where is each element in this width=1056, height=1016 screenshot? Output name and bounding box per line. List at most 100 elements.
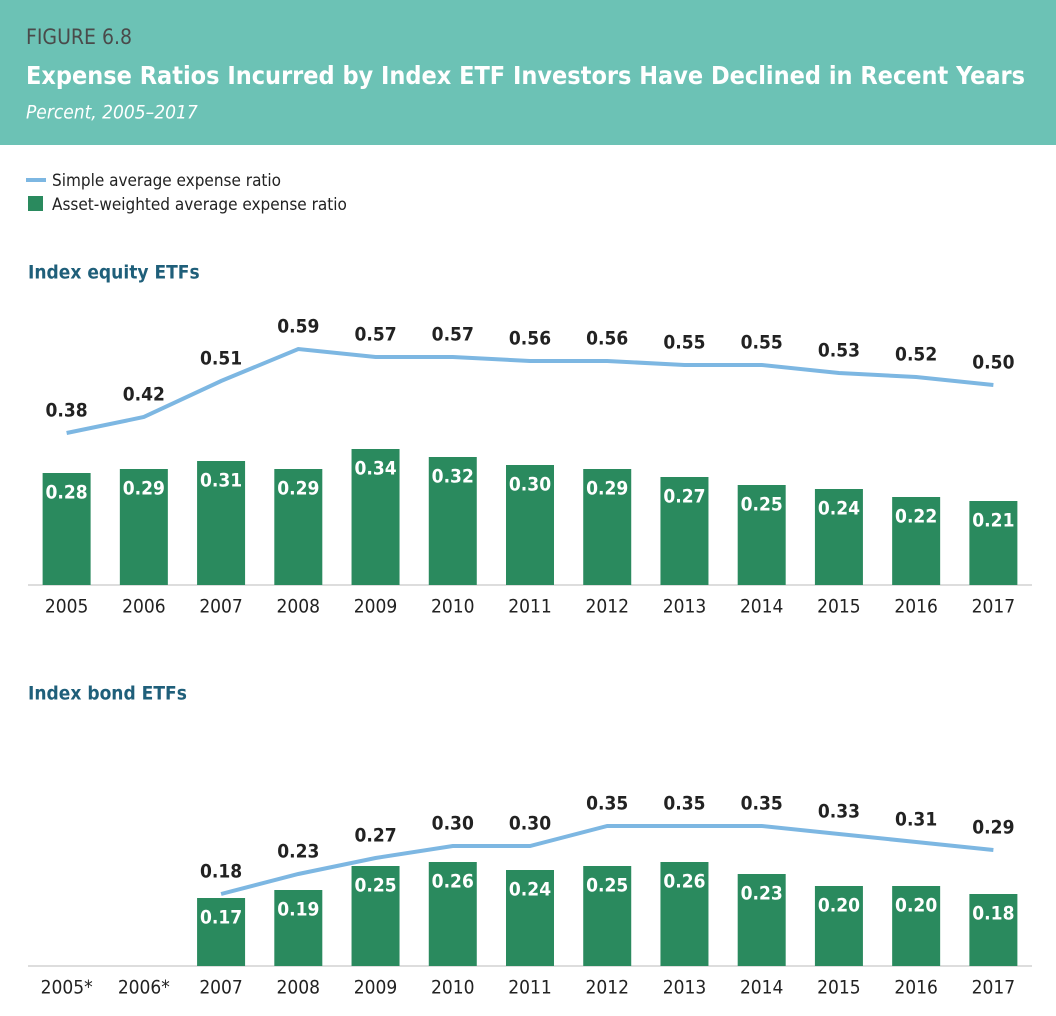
bar-value-label: 0.31 [200, 470, 242, 492]
bar-value-label: 0.25 [741, 494, 783, 516]
bar-value-label: 0.32 [432, 466, 474, 488]
bar [583, 866, 632, 966]
bar-value-label: 0.29 [586, 478, 628, 500]
bar [197, 461, 246, 585]
x-tick-label: 2006* [118, 977, 170, 999]
bar-value-label: 0.24 [509, 879, 551, 901]
x-tick-label: 2013 [663, 596, 707, 618]
bar-value-label: 0.20 [818, 895, 860, 917]
line-value-label: 0.35 [741, 793, 783, 815]
bar [197, 898, 246, 966]
x-tick-label: 2009 [354, 596, 398, 618]
line-value-label: 0.18 [200, 861, 242, 883]
bar [660, 477, 709, 585]
x-tick-label: 2010 [431, 977, 475, 999]
x-tick-label: 2012 [585, 977, 629, 999]
x-tick-label: 2011 [508, 596, 552, 618]
x-tick-label: 2016 [894, 596, 938, 618]
line-value-label: 0.33 [818, 801, 860, 823]
x-tick-label: 2008 [277, 596, 321, 618]
x-tick-label: 2007 [199, 596, 243, 618]
x-tick-label: 2005 [45, 596, 89, 618]
x-tick-label: 2012 [585, 596, 629, 618]
bar [892, 497, 941, 585]
bar [351, 449, 400, 585]
legend-bar-swatch [28, 196, 43, 211]
bar-value-label: 0.29 [123, 478, 165, 500]
x-tick-label: 2015 [817, 596, 861, 618]
line-value-label: 0.30 [509, 813, 551, 835]
bar-value-label: 0.23 [741, 883, 783, 905]
bar-value-label: 0.26 [663, 871, 705, 893]
line-value-label: 0.23 [277, 841, 319, 863]
line [220, 824, 994, 896]
bar [660, 862, 709, 966]
bar [274, 890, 323, 966]
legend-label: Asset-weighted average expense ratio [52, 195, 347, 215]
bar-value-label: 0.25 [586, 875, 628, 897]
line-value-label: 0.35 [663, 793, 705, 815]
bar [428, 457, 477, 585]
line-value-label: 0.31 [895, 809, 937, 831]
bar-value-label: 0.24 [818, 498, 860, 520]
bar [274, 469, 323, 585]
line-value-label: 0.57 [432, 324, 474, 346]
x-tick-label: 2008 [277, 977, 321, 999]
bar-value-label: 0.29 [277, 478, 319, 500]
line-value-label: 0.57 [354, 324, 396, 346]
line-value-label: 0.59 [277, 316, 319, 338]
bar-value-label: 0.20 [895, 895, 937, 917]
header-band [0, 0, 1056, 145]
bar-value-label: 0.34 [354, 458, 396, 480]
bar-value-label: 0.21 [972, 510, 1014, 532]
line-value-label: 0.56 [509, 328, 551, 350]
line-value-label: 0.55 [663, 332, 705, 354]
bar [814, 886, 863, 966]
x-tick-label: 2010 [431, 596, 475, 618]
line-value-label: 0.53 [818, 340, 860, 362]
x-tick-label: 2015 [817, 977, 861, 999]
bar-value-label: 0.30 [509, 474, 551, 496]
line-value-label: 0.52 [895, 344, 937, 366]
bar-value-label: 0.28 [46, 482, 88, 504]
x-tick-label: 2011 [508, 977, 552, 999]
x-tick-label: 2009 [354, 977, 398, 999]
bar [42, 473, 91, 585]
x-tick-label: 2005* [41, 977, 93, 999]
line-value-label: 0.30 [432, 813, 474, 835]
bar [969, 894, 1018, 966]
line-value-label: 0.42 [123, 384, 165, 406]
bar [737, 485, 786, 585]
x-tick-label: 2007 [199, 977, 243, 999]
bar-value-label: 0.25 [354, 875, 396, 897]
line-value-label: 0.51 [200, 348, 242, 370]
bar [506, 870, 554, 966]
line [66, 346, 994, 435]
bar [969, 501, 1018, 585]
bar [892, 886, 941, 966]
line-value-label: 0.29 [972, 817, 1014, 839]
bar-value-label: 0.19 [277, 899, 319, 921]
bar [583, 469, 632, 585]
x-tick-label: 2016 [894, 977, 938, 999]
x-tick-label: 2017 [972, 596, 1016, 618]
bar-value-label: 0.22 [895, 506, 937, 528]
panel-title: Index bond ETFs [28, 683, 187, 705]
bar-value-label: 0.26 [432, 871, 474, 893]
x-tick-label: 2014 [740, 977, 784, 999]
x-tick-label: 2013 [663, 977, 707, 999]
bar [737, 874, 786, 966]
line-value-label: 0.56 [586, 328, 628, 350]
bar [814, 489, 863, 585]
bar-value-label: 0.18 [972, 903, 1014, 925]
bar [119, 469, 168, 585]
x-tick-label: 2014 [740, 596, 784, 618]
chart-title: Expense Ratios Incurred by Index ETF Inv… [26, 61, 1025, 90]
x-tick-label: 2006 [122, 596, 166, 618]
bar [351, 866, 400, 966]
figure-label: FIGURE 6.8 [26, 25, 132, 49]
x-tick-label: 2017 [972, 977, 1016, 999]
bar [506, 465, 554, 585]
